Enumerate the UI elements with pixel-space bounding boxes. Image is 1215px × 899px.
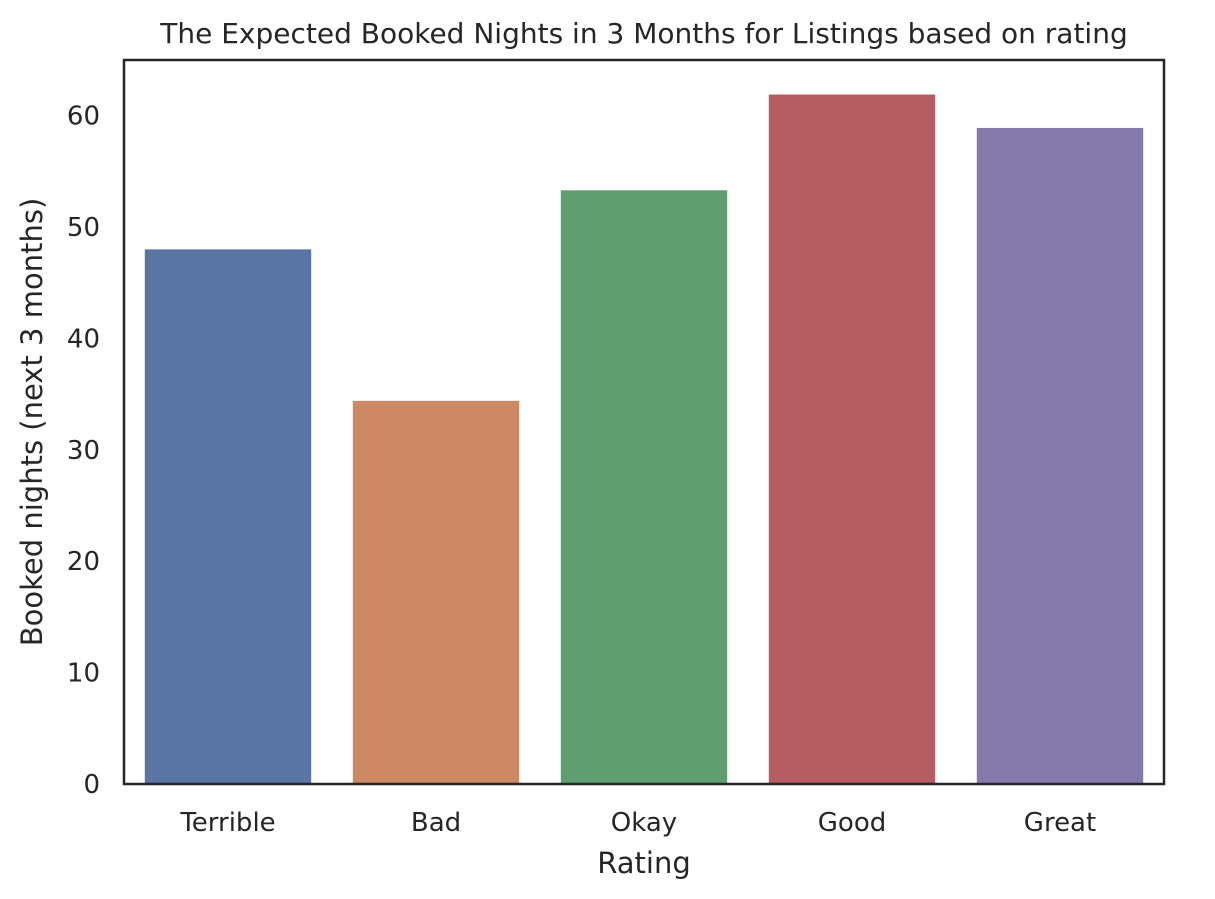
y-tick-label: 40 xyxy=(67,324,100,354)
x-tick-label: Terrible xyxy=(179,808,275,838)
y-tick-label: 60 xyxy=(67,102,100,132)
x-tick-label: Great xyxy=(1024,808,1096,838)
bar-terrible xyxy=(144,249,312,785)
plot-frame xyxy=(122,58,1166,786)
y-axis-label: Booked nights (next 3 months) xyxy=(15,198,49,647)
bar-great xyxy=(976,127,1144,784)
bar-okay xyxy=(560,190,728,784)
y-axis-ticks: 0 10 20 30 40 50 60 xyxy=(67,102,100,800)
x-axis-ticks: Terrible Bad Okay Good Great xyxy=(179,808,1096,838)
y-tick-label: 50 xyxy=(67,213,100,243)
x-tick-label: Okay xyxy=(611,808,677,838)
chart-title: The Expected Booked Nights in 3 Months f… xyxy=(159,17,1127,50)
y-tick-label: 0 xyxy=(83,770,100,800)
bar-bad xyxy=(352,400,520,784)
x-tick-label: Bad xyxy=(411,808,461,838)
y-tick-label: 20 xyxy=(67,547,100,577)
x-axis-label: Rating xyxy=(597,846,691,880)
bar-good xyxy=(768,94,936,784)
bars-group xyxy=(144,94,1144,785)
y-tick-label: 30 xyxy=(67,436,100,466)
x-tick-label: Good xyxy=(818,808,886,838)
y-tick-label: 10 xyxy=(67,659,100,689)
